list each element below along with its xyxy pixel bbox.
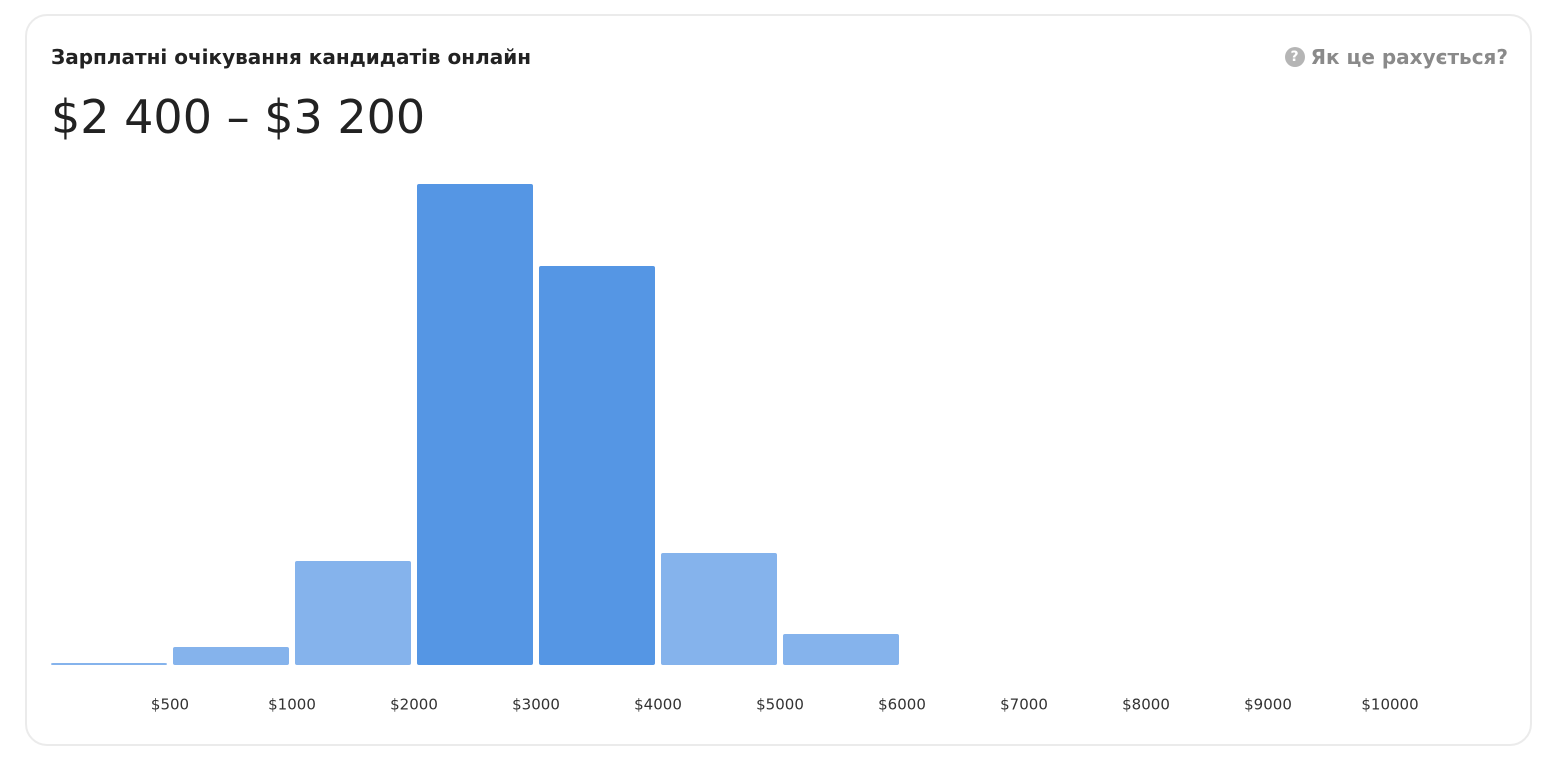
x-tick-label: $8000 bbox=[1122, 696, 1170, 714]
x-tick-label: $4000 bbox=[634, 696, 682, 714]
bar bbox=[539, 266, 655, 665]
card-title: Зарплатні очікування кандидатів онлайн bbox=[51, 45, 532, 69]
x-tick-label: $9000 bbox=[1244, 696, 1292, 714]
bar bbox=[51, 663, 167, 665]
x-tick-label: $7000 bbox=[1000, 696, 1048, 714]
help-link[interactable]: ? Як це рахується? bbox=[1284, 45, 1508, 69]
x-tick-label: $500 bbox=[151, 696, 189, 714]
bar bbox=[783, 634, 899, 665]
bar bbox=[661, 553, 777, 665]
bar bbox=[173, 647, 289, 665]
bar bbox=[295, 561, 411, 665]
card bbox=[25, 14, 1532, 746]
salary-range: $2 400 – $3 200 bbox=[51, 90, 426, 144]
bar bbox=[417, 184, 533, 665]
x-tick-label: $3000 bbox=[512, 696, 560, 714]
x-tick-label: $2000 bbox=[390, 696, 438, 714]
help-text[interactable]: Як це рахується? bbox=[1310, 45, 1508, 69]
x-tick-label: $1000 bbox=[268, 696, 316, 714]
help-icon: ? bbox=[1284, 47, 1305, 67]
x-tick-label: $6000 bbox=[878, 696, 926, 714]
x-tick-label: $5000 bbox=[756, 696, 804, 714]
x-tick-label: $10000 bbox=[1361, 696, 1418, 714]
